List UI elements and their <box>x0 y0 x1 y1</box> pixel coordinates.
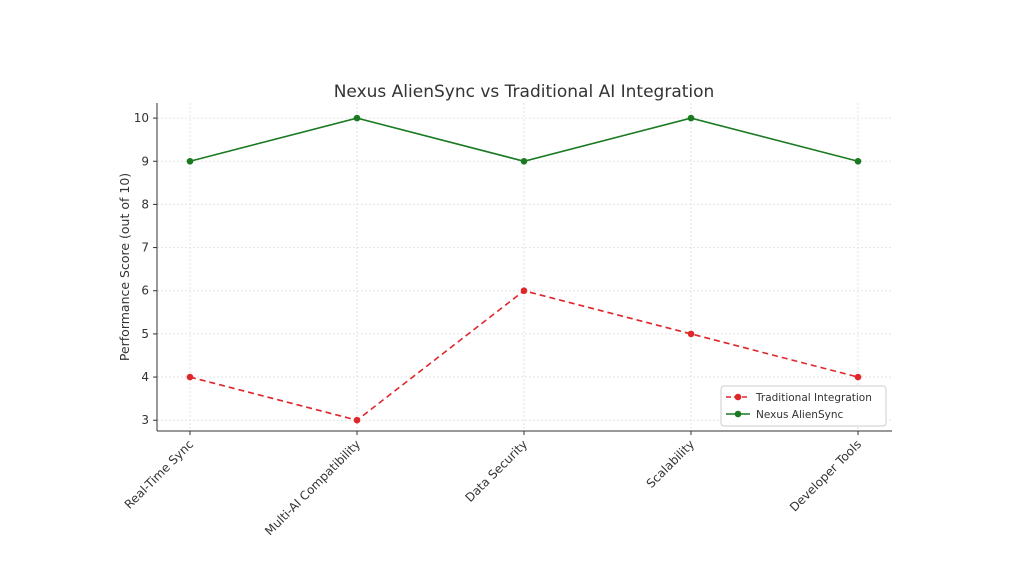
y-tick-label: 5 <box>141 327 149 341</box>
data-point <box>353 416 361 424</box>
series <box>186 114 862 424</box>
legend-marker-nexus <box>734 410 742 418</box>
legend-label-nexus: Nexus AlienSync <box>756 409 843 421</box>
y-tick-label: 9 <box>141 154 149 168</box>
data-point <box>687 114 695 122</box>
y-tick-label: 8 <box>141 197 149 211</box>
x-tick-label: Data Security <box>462 437 530 505</box>
x-tick-label: Scalability <box>644 437 698 491</box>
legend: Traditional Integration Nexus AlienSync <box>720 385 887 427</box>
x-tick-label: Developer Tools <box>787 437 864 514</box>
chart-title: Nexus AlienSync vs Traditional AI Integr… <box>334 82 715 102</box>
legend-label-traditional: Traditional Integration <box>755 392 872 404</box>
y-axis-label: Performance Score (out of 10) <box>117 173 132 361</box>
y-tick-label: 3 <box>141 413 149 427</box>
legend-marker-traditional <box>734 393 742 401</box>
grid <box>157 103 892 431</box>
data-point <box>353 114 361 122</box>
data-point <box>854 157 862 165</box>
y-axis-ticks: 3 4 5 6 7 8 9 10 <box>134 111 157 427</box>
y-tick-label: 4 <box>141 370 149 384</box>
data-point <box>186 373 194 381</box>
y-tick-label: 7 <box>141 241 149 255</box>
data-point <box>186 157 194 165</box>
y-tick-label: 10 <box>134 111 149 125</box>
data-point <box>520 287 528 295</box>
data-point <box>687 330 695 338</box>
legend-box <box>720 385 887 427</box>
x-tick-label: Multi-AI Compatibility <box>262 437 363 538</box>
x-tick-label: Real-Time Sync <box>122 437 196 511</box>
data-point <box>520 157 528 165</box>
x-axis-ticks: Real-Time Sync Multi-AI Compatibility Data… <box>122 431 864 538</box>
y-tick-label: 6 <box>141 284 149 298</box>
data-point <box>854 373 862 381</box>
